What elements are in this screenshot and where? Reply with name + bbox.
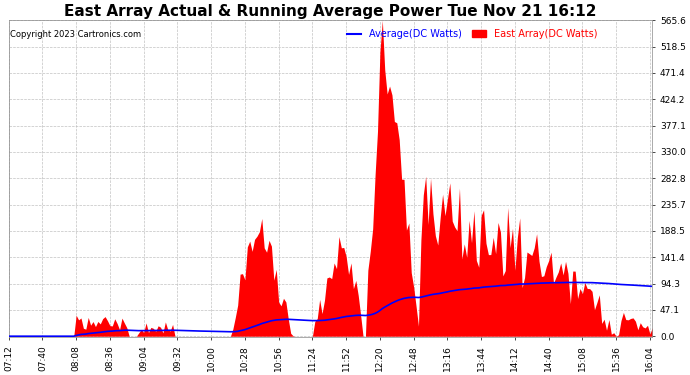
Title: East Array Actual & Running Average Power Tue Nov 21 16:12: East Array Actual & Running Average Powe… [64, 4, 597, 19]
Text: Copyright 2023 Cartronics.com: Copyright 2023 Cartronics.com [10, 30, 141, 39]
Legend: Average(DC Watts), East Array(DC Watts): Average(DC Watts), East Array(DC Watts) [343, 25, 602, 43]
